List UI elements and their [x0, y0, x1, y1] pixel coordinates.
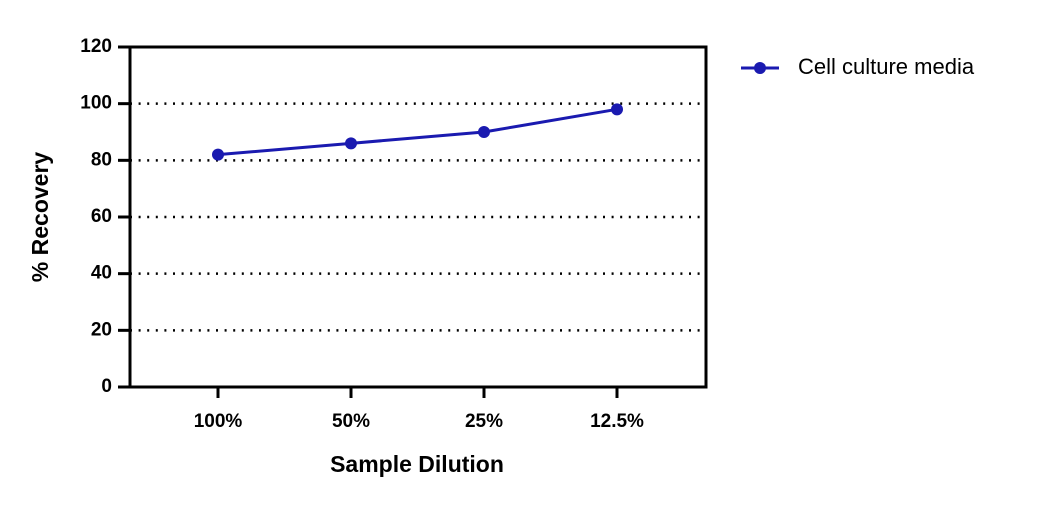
plot-frame	[128, 45, 708, 389]
point	[478, 126, 490, 138]
y-tick-label: 120	[80, 36, 112, 57]
point	[212, 148, 224, 161]
x-tick-label: 50%	[332, 411, 370, 432]
point	[611, 103, 623, 116]
y-axis-title: % Recovery	[27, 152, 53, 283]
point	[345, 137, 357, 150]
x-tick-label: 25%	[465, 411, 503, 432]
x-tick-label: 12.5%	[590, 411, 644, 432]
y-tick-label: 100	[80, 93, 112, 114]
x-tick-label: 100%	[194, 411, 243, 432]
legend-label: Cell culture media	[798, 54, 975, 79]
y-tick-label: 20	[91, 319, 112, 340]
y-tick-label: 40	[91, 263, 112, 284]
x-axis-title: Sample Dilution	[330, 451, 504, 477]
y-tick-label: 60	[91, 206, 112, 227]
legend-marker	[754, 62, 766, 74]
series-line	[217, 107, 618, 157]
y-tick-label: 80	[91, 149, 112, 170]
y-tick-label: 0	[101, 376, 112, 397]
